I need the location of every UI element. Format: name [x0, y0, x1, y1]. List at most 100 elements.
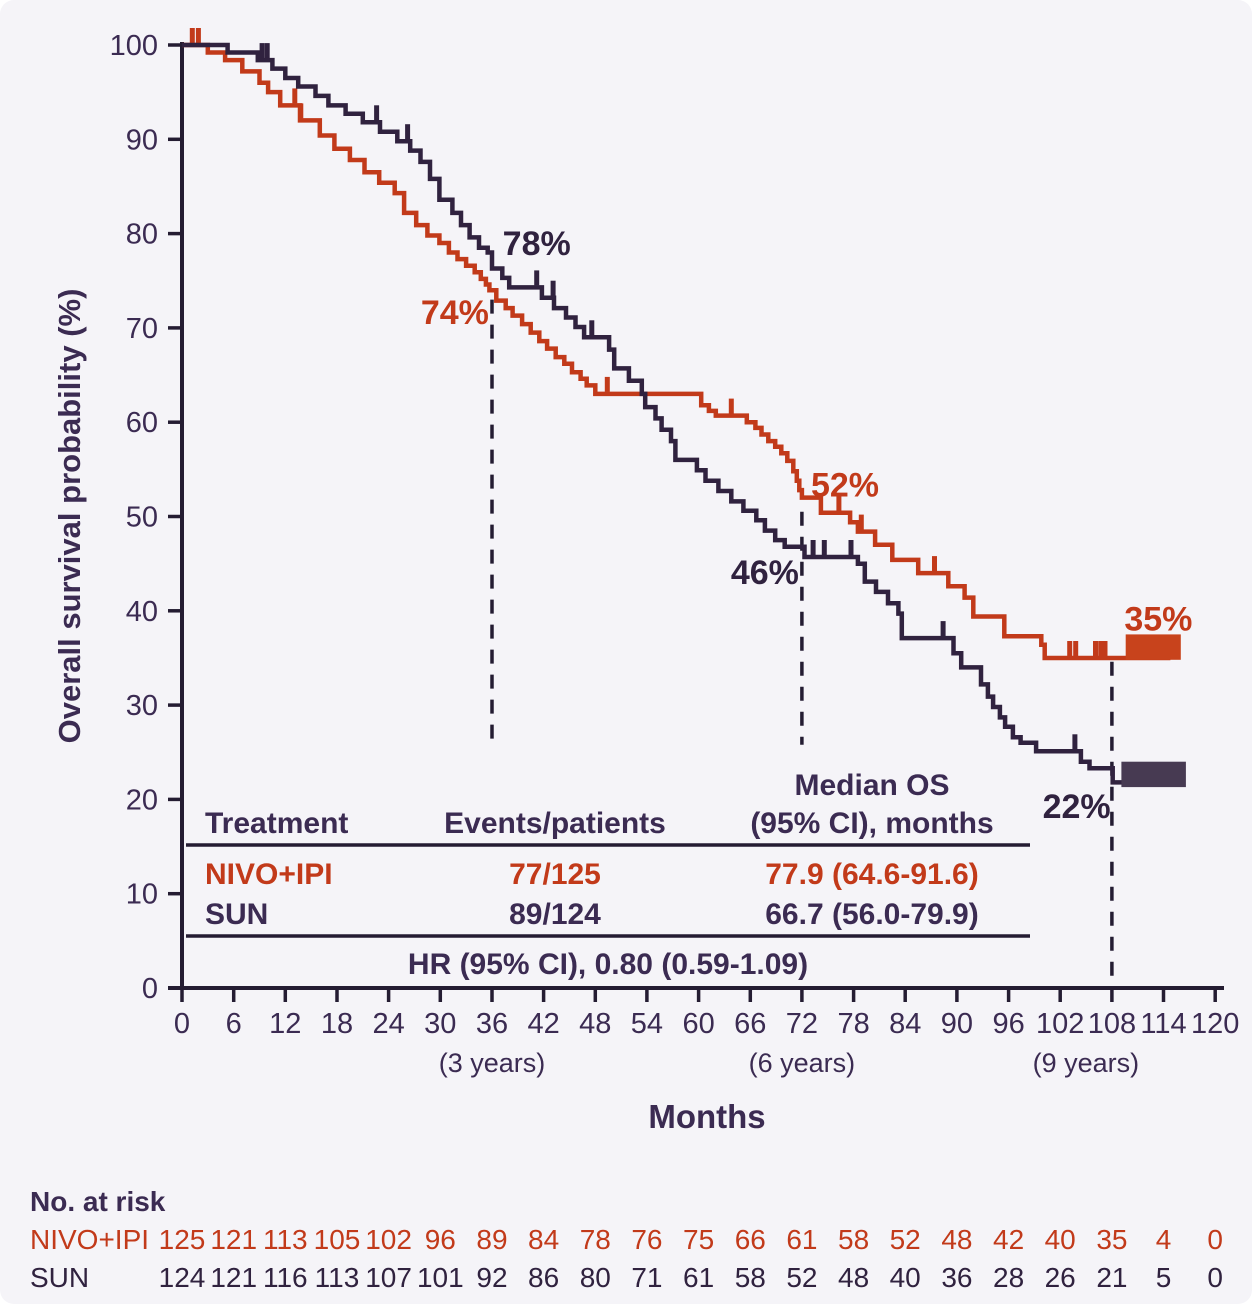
y-tick-label: 60	[126, 407, 158, 439]
x-tick-label: 54	[631, 1008, 663, 1040]
y-tick-label: 0	[142, 973, 158, 1005]
x-tick-label: 0	[174, 1008, 190, 1040]
survival-annotation: 35%	[1124, 600, 1192, 638]
x-year-label: (9 years)	[1033, 1048, 1140, 1078]
x-tick-label: 42	[527, 1008, 559, 1040]
y-tick-label: 80	[126, 219, 158, 251]
survival-annotation: 78%	[503, 225, 571, 263]
at-risk-value: 36	[941, 1262, 972, 1293]
at-risk-value: 58	[838, 1224, 869, 1255]
at-risk-value: 48	[941, 1224, 972, 1255]
x-year-label: (6 years)	[749, 1048, 856, 1078]
x-tick-label: 48	[579, 1008, 611, 1040]
summary-header-median-line1: Median OS	[794, 769, 949, 802]
at-risk-value: 28	[993, 1262, 1024, 1293]
y-tick-label: 90	[126, 124, 158, 156]
generated-chart-layer: 0 6 12 18 24 30 36 42 48 54 60 66 72 78 84 90 96 102 108 11…	[110, 28, 1239, 1293]
at-risk-value: 113	[263, 1224, 308, 1255]
at-risk-value: 52	[786, 1262, 817, 1293]
at-risk-value: 121	[210, 1224, 257, 1255]
summary-header-events: Events/patients	[444, 807, 666, 840]
y-tick-label: 40	[126, 596, 158, 628]
x-tick-label: 12	[269, 1008, 301, 1040]
x-tick-label: 30	[424, 1008, 456, 1040]
x-tick-label: 84	[889, 1008, 921, 1040]
at-risk-value: 84	[528, 1224, 559, 1255]
at-risk-value: 89	[476, 1224, 507, 1255]
at-risk-value: 52	[890, 1224, 921, 1255]
survival-annotation: 46%	[731, 554, 799, 592]
at-risk-value: 121	[210, 1262, 257, 1293]
at-risk-value: 96	[425, 1224, 456, 1255]
censor-block	[1121, 761, 1186, 788]
at-risk-value: 75	[683, 1224, 714, 1255]
at-risk-value: 66	[735, 1224, 766, 1255]
x-tick-label: 114	[1140, 1008, 1186, 1040]
survival-curve-nivo-ipi	[182, 42, 1171, 661]
x-tick-label: 90	[941, 1008, 973, 1040]
x-tick-label: 108	[1088, 1008, 1136, 1040]
at-risk-value: 0	[1207, 1262, 1223, 1293]
at-risk-value: 125	[159, 1224, 206, 1255]
at-risk-value: 21	[1096, 1262, 1127, 1293]
summary-header-median-line2: (95% CI), months	[750, 807, 993, 840]
x-tick-label: 66	[734, 1008, 766, 1040]
at-risk-value: 26	[1045, 1262, 1076, 1293]
x-tick-label: 120	[1191, 1008, 1239, 1040]
at-risk-value: 61	[786, 1224, 817, 1255]
at-risk-value: 5	[1156, 1262, 1172, 1293]
y-tick-label: 10	[126, 879, 158, 911]
at-risk-value: 86	[528, 1262, 559, 1293]
at-risk-value: 107	[365, 1262, 412, 1293]
at-risk-label-sun: SUN	[30, 1262, 89, 1293]
at-risk-value: 40	[890, 1262, 921, 1293]
x-tick-label: 78	[837, 1008, 869, 1040]
at-risk-value: 48	[838, 1262, 869, 1293]
y-tick-label: 30	[126, 690, 158, 722]
at-risk-value: 76	[631, 1224, 662, 1255]
summary-row-sun-treatment: SUN	[205, 898, 268, 931]
y-axis-title: Overall survival probability (%)	[52, 289, 87, 744]
summary-row-nivo-median: 77.9 (64.6-91.6)	[765, 858, 978, 891]
x-tick-label: 36	[476, 1008, 508, 1040]
at-risk-value: 101	[417, 1262, 464, 1293]
x-tick-label: 18	[321, 1008, 353, 1040]
survival-annotation: 22%	[1043, 788, 1111, 826]
summary-row-nivo-events: 77/125	[509, 858, 601, 891]
at-risk-value: 0	[1207, 1224, 1223, 1255]
at-risk-value: 40	[1045, 1224, 1076, 1255]
at-risk-value: 35	[1096, 1224, 1127, 1255]
survival-annotation: 74%	[421, 294, 489, 332]
summary-row-sun-events: 89/124	[509, 898, 601, 931]
y-tick-label: 50	[126, 502, 158, 534]
at-risk-value: 58	[735, 1262, 766, 1293]
censor-block	[1125, 634, 1181, 660]
at-risk-value: 71	[631, 1262, 662, 1293]
at-risk-value: 116	[263, 1262, 308, 1293]
x-tick-label: 60	[682, 1008, 714, 1040]
summary-header-treatment: Treatment	[205, 807, 348, 840]
at-risk-value: 105	[314, 1224, 361, 1255]
x-tick-label: 102	[1036, 1008, 1084, 1040]
at-risk-value: 61	[683, 1262, 714, 1293]
x-tick-label: 72	[786, 1008, 818, 1040]
at-risk-value: 102	[365, 1224, 412, 1255]
summary-row-sun-median: 66.7 (56.0-79.9)	[765, 898, 978, 931]
y-tick-label: 20	[126, 784, 158, 816]
x-axis-title: Months	[648, 1098, 765, 1135]
y-tick-label: 70	[126, 313, 158, 345]
y-tick-label: 100	[110, 30, 158, 62]
x-tick-label: 96	[992, 1008, 1024, 1040]
x-tick-label: 24	[372, 1008, 404, 1040]
x-tick-label: 6	[226, 1008, 242, 1040]
at-risk-title: No. at risk	[30, 1186, 166, 1217]
at-risk-value: 78	[580, 1224, 611, 1255]
at-risk-value: 4	[1156, 1224, 1172, 1255]
at-risk-value: 113	[315, 1262, 360, 1293]
survival-curve-sun	[182, 42, 1172, 785]
hazard-ratio-text: HR (95% CI), 0.80 (0.59-1.09)	[408, 948, 808, 981]
x-year-label: (3 years)	[439, 1048, 546, 1078]
at-risk-value: 42	[993, 1224, 1024, 1255]
